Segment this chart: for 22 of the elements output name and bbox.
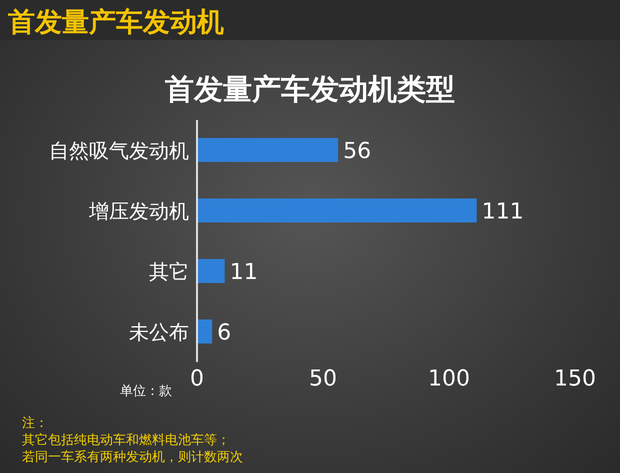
y-tick-label: 增压发动机 xyxy=(88,198,189,223)
text: 注： xyxy=(22,415,49,432)
data-label: 11 xyxy=(230,260,258,285)
data-label: 6 xyxy=(217,320,232,346)
x-tick-label: 50 xyxy=(309,366,337,392)
text: 其它包括纯电动车和燃料电池车等； xyxy=(22,432,231,449)
x-tick-label: 150 xyxy=(554,366,596,392)
y-tick-label: 其它 xyxy=(149,259,189,284)
x-tick-label: 100 xyxy=(428,366,470,392)
bar xyxy=(197,198,477,222)
bar xyxy=(197,259,225,283)
text: 若同一车系有两种发动机，则计数两次 xyxy=(22,449,243,466)
bar xyxy=(197,320,212,344)
y-tick-label: 未公布 xyxy=(129,320,189,344)
data-label: 111 xyxy=(482,199,524,224)
y-tick-label: 自然吸气发动机 xyxy=(49,138,189,162)
bar xyxy=(197,138,338,162)
chart-subtitle: 首发量产车发动机类型 xyxy=(164,71,456,108)
x-axis-title: 单位：款 xyxy=(120,383,172,400)
x-tick-label: 0 xyxy=(190,366,204,392)
data-label: 56 xyxy=(343,138,372,164)
chart-title: 首发量产车发动机 xyxy=(8,6,224,40)
